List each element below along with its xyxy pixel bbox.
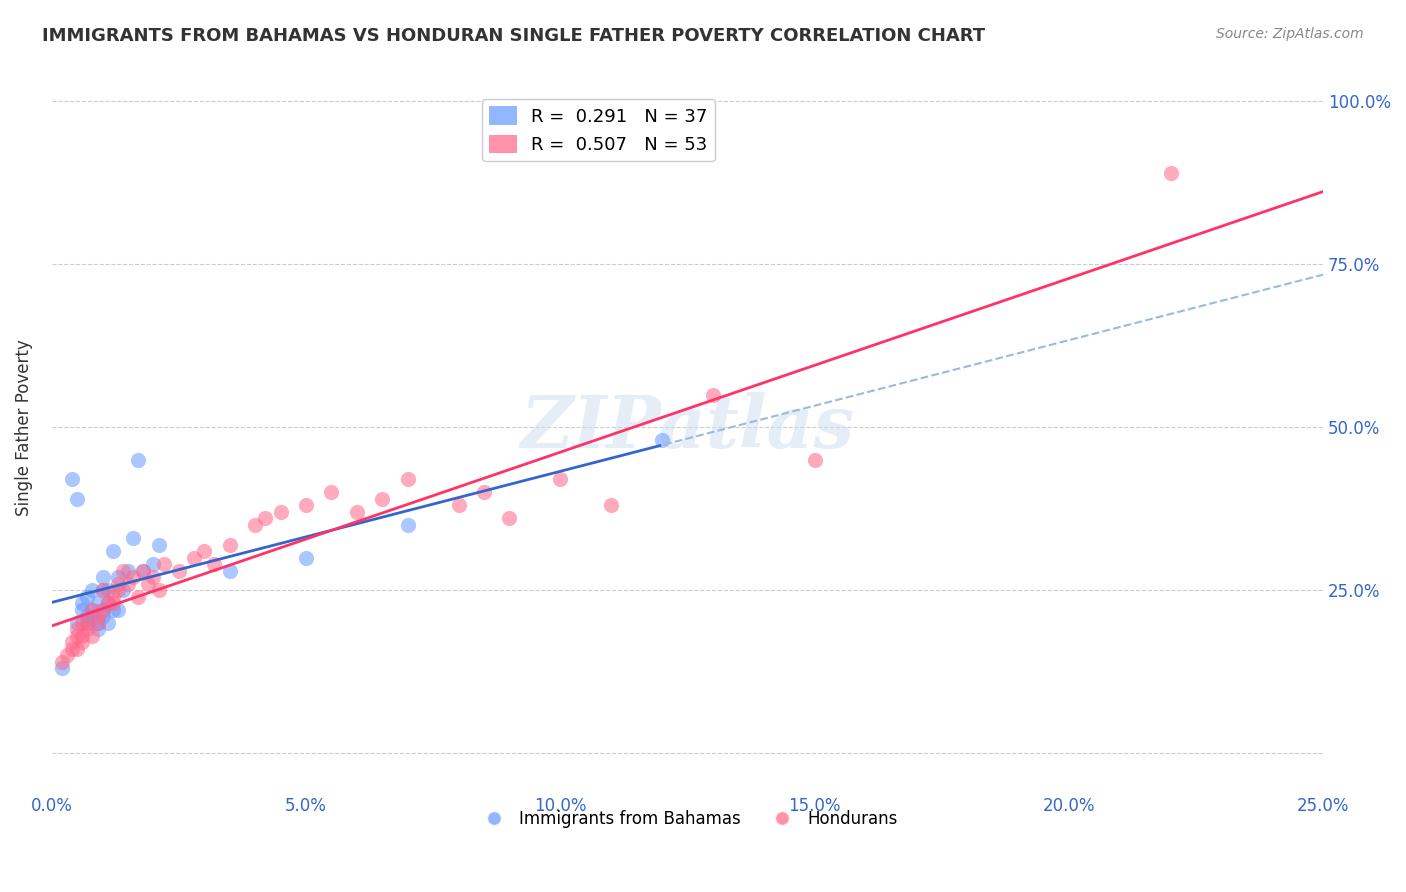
Point (66, 641, 89, 656)
Point (97, 596, 120, 610)
Point (51, 661, 73, 675)
Point (132, 564, 155, 578)
Point (82, 603, 104, 617)
Point (702, 387, 724, 401)
Point (101, 544, 124, 558)
Point (254, 511, 277, 525)
Point (803, 452, 825, 467)
Point (651, 433, 673, 447)
Point (76, 615, 98, 630)
Point (107, 576, 129, 591)
Point (107, 570, 129, 584)
Point (66, 615, 89, 630)
Point (132, 564, 155, 578)
Point (107, 603, 129, 617)
Point (270, 505, 292, 519)
Point (138, 576, 160, 591)
Text: ZIPatlas: ZIPatlas (520, 392, 855, 463)
Point (193, 544, 215, 558)
Point (86, 596, 108, 610)
Point (295, 550, 318, 565)
Y-axis label: Single Father Poverty: Single Father Poverty (15, 339, 32, 516)
Point (97, 596, 120, 610)
Point (152, 557, 174, 571)
Point (60, 472, 83, 486)
Text: Source: ZipAtlas.com: Source: ZipAtlas.com (1216, 27, 1364, 41)
Point (82, 609, 104, 624)
Point (107, 583, 129, 598)
Point (97, 615, 120, 630)
Legend: Immigrants from Bahamas, Hondurans: Immigrants from Bahamas, Hondurans (471, 804, 904, 835)
Point (91, 603, 114, 617)
Point (142, 557, 165, 571)
Point (148, 537, 170, 551)
Point (295, 499, 318, 513)
Point (447, 499, 470, 513)
Point (60, 635, 83, 649)
Point (204, 557, 226, 571)
Point (396, 472, 419, 486)
Point (396, 518, 419, 533)
Point (72, 603, 94, 617)
Point (498, 511, 520, 525)
Point (111, 564, 134, 578)
Point (371, 491, 394, 506)
Point (86, 615, 108, 630)
Point (218, 537, 240, 551)
Point (550, 472, 572, 486)
Point (76, 615, 98, 630)
Point (66, 491, 89, 506)
Point (600, 499, 623, 513)
Point (91, 603, 114, 617)
Point (91, 583, 114, 598)
Point (60, 641, 83, 656)
Point (72, 629, 94, 643)
Point (66, 622, 89, 636)
Point (472, 485, 495, 500)
Point (321, 485, 343, 500)
Point (72, 596, 94, 610)
Point (97, 583, 120, 598)
Point (76, 609, 98, 624)
Point (91, 583, 114, 598)
Text: IMMIGRANTS FROM BAHAMAS VS HONDURAN SINGLE FATHER POVERTY CORRELATION CHART: IMMIGRANTS FROM BAHAMAS VS HONDURAN SING… (42, 27, 986, 45)
Point (76, 622, 98, 636)
Point (51, 655, 73, 669)
Point (117, 576, 139, 591)
Point (346, 505, 368, 519)
Point (122, 531, 145, 545)
Point (72, 615, 94, 630)
Point (82, 603, 104, 617)
Point (86, 615, 108, 630)
Point (72, 635, 94, 649)
Point (56, 648, 79, 663)
Point (82, 629, 104, 643)
Point (66, 629, 89, 643)
Point (127, 452, 149, 467)
Point (101, 590, 124, 604)
Point (218, 564, 240, 578)
Point (101, 596, 124, 610)
Point (86, 622, 108, 636)
Point (148, 583, 170, 598)
Point (101, 603, 124, 617)
Point (76, 590, 98, 604)
Point (243, 518, 266, 533)
Point (1160, 166, 1182, 180)
Point (127, 590, 149, 604)
Point (91, 609, 114, 624)
Point (167, 564, 190, 578)
Point (82, 583, 104, 598)
Point (122, 570, 145, 584)
Point (91, 570, 114, 584)
Point (117, 564, 139, 578)
Point (183, 550, 205, 565)
Point (86, 609, 108, 624)
Point (142, 570, 165, 584)
Point (111, 583, 134, 598)
